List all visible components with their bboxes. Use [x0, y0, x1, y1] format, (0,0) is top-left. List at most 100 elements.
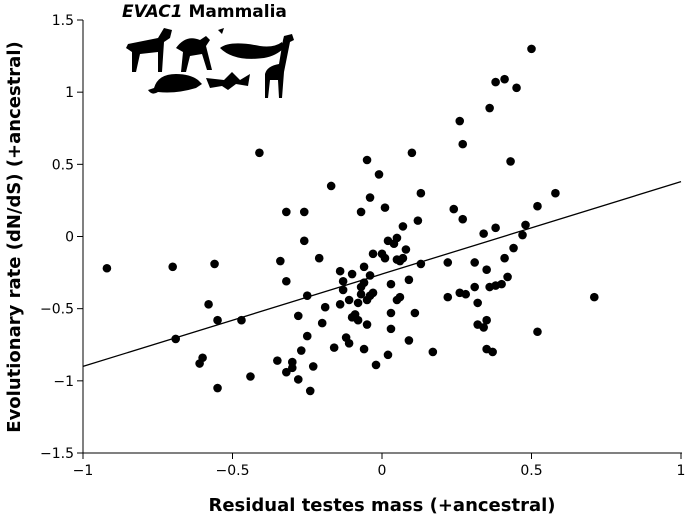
point — [362, 155, 372, 165]
point — [371, 360, 381, 370]
point — [314, 253, 324, 263]
x-tick-label: −0.5 — [216, 463, 250, 479]
point — [210, 259, 219, 269]
point — [521, 220, 530, 230]
point — [380, 203, 390, 212]
point — [102, 263, 112, 273]
point — [380, 253, 390, 263]
x-tick-label: 0.5 — [520, 463, 542, 479]
point — [338, 276, 348, 286]
point — [368, 288, 378, 298]
point — [404, 275, 414, 285]
point — [458, 139, 468, 149]
point — [302, 331, 312, 341]
rodent-icon — [148, 74, 202, 94]
point — [527, 44, 536, 54]
point — [473, 298, 482, 308]
point — [428, 347, 438, 357]
x-tick-label: 1 — [677, 463, 685, 479]
silhouettes — [126, 28, 294, 98]
point — [359, 262, 369, 272]
y-tick-label: −1 — [53, 374, 74, 390]
point — [213, 315, 222, 325]
point — [368, 249, 378, 259]
point — [329, 343, 339, 352]
point — [204, 300, 213, 309]
point — [168, 262, 177, 272]
point — [317, 318, 327, 328]
point — [386, 324, 396, 334]
point — [512, 83, 521, 93]
point — [386, 279, 396, 289]
point — [449, 204, 459, 214]
point — [305, 386, 315, 396]
point — [401, 245, 411, 254]
y-axis-label: Evolutionary rate (dN/dS) (+ancestral) — [4, 41, 25, 432]
whale-icon — [218, 28, 284, 59]
x-tick-label: −1 — [73, 463, 94, 479]
point — [335, 300, 345, 309]
ape-icon — [176, 36, 212, 72]
point — [482, 315, 491, 325]
x-axis-label: Residual testes mass (+ancestral) — [208, 495, 555, 516]
point — [374, 170, 384, 179]
point — [500, 74, 509, 84]
point — [479, 229, 488, 238]
point — [338, 285, 348, 295]
y-tick-label: −0.5 — [40, 302, 74, 318]
point — [356, 289, 366, 299]
point — [410, 308, 420, 318]
point — [500, 253, 509, 263]
point — [503, 272, 512, 282]
point — [282, 367, 291, 377]
point — [404, 336, 414, 345]
point — [246, 372, 255, 381]
fit-line — [82, 181, 682, 368]
point — [416, 259, 426, 269]
point — [299, 236, 309, 246]
point — [359, 278, 369, 287]
point — [392, 233, 402, 243]
point — [293, 375, 303, 384]
point — [353, 298, 363, 308]
point — [482, 265, 491, 274]
point — [344, 339, 354, 348]
point — [506, 157, 515, 166]
point — [443, 258, 453, 267]
point — [497, 279, 506, 289]
point — [365, 271, 375, 280]
point — [491, 223, 500, 233]
dog-icon — [126, 28, 172, 72]
point — [344, 295, 354, 305]
point — [518, 230, 527, 240]
point — [589, 292, 599, 302]
point — [509, 243, 518, 253]
y-tick-label: 0 — [65, 230, 74, 246]
point — [362, 320, 372, 329]
point — [479, 323, 488, 332]
point — [282, 276, 291, 286]
y-tick-label: −1.5 — [40, 446, 74, 462]
point — [255, 148, 264, 158]
point — [282, 207, 291, 217]
point — [293, 311, 303, 321]
point — [461, 289, 471, 299]
point — [237, 315, 246, 325]
point — [302, 291, 312, 300]
bat-icon — [206, 72, 250, 90]
point — [485, 103, 494, 113]
point — [288, 357, 297, 367]
point — [416, 188, 426, 198]
point — [491, 77, 500, 87]
y-tick-label: 0.5 — [52, 157, 74, 173]
title-taxon: Mammalia — [188, 2, 286, 22]
giraffe-icon — [265, 34, 294, 98]
point — [296, 346, 306, 355]
point — [356, 207, 366, 217]
point — [395, 292, 405, 302]
point — [470, 282, 479, 292]
point — [359, 344, 369, 354]
point — [383, 350, 393, 360]
point — [386, 308, 396, 318]
point — [335, 266, 345, 276]
